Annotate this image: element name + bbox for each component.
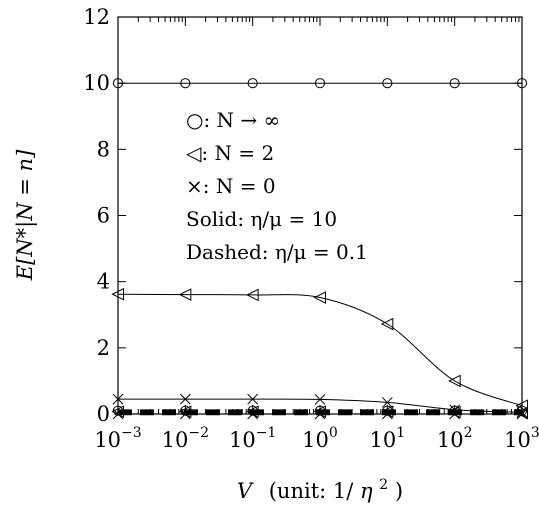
- data-point-cross: [112, 408, 124, 420]
- data-point-cross: [247, 393, 259, 405]
- data-point-circle: [382, 78, 393, 89]
- legend-entry: ◁: N = 2: [185, 141, 274, 165]
- data-point-triangle: [515, 406, 528, 420]
- legend-marker: ×: [186, 174, 203, 198]
- data-point-cross: [381, 408, 393, 420]
- y-tick-label: 10: [83, 71, 110, 95]
- data-point-cross: [314, 394, 326, 405]
- y-tick-label: 2: [97, 336, 110, 360]
- series-line-1: [117, 293, 523, 407]
- x-tick-label: 10−1: [229, 425, 276, 452]
- x-tick-label-base: 10: [370, 428, 397, 452]
- y-axis-label: E[N*|N = n]: [13, 149, 38, 281]
- x-tick-label-base: 10: [162, 428, 189, 452]
- x-tick-label-exp: −1: [256, 425, 277, 441]
- legend-entry: ○: N → ∞: [186, 108, 280, 132]
- legend-entry: Dashed: η/μ = 0.1: [186, 240, 368, 264]
- series-line-4: [117, 410, 523, 415]
- data-point-triangle: [178, 288, 192, 301]
- data-point-cross: [314, 408, 326, 420]
- x-tick-label-exp: 2: [464, 425, 473, 441]
- legend-entry: Solid: η/μ = 10: [186, 207, 337, 231]
- data-point-circle: [247, 78, 258, 89]
- x-axis-label-unit-var: η: [360, 479, 373, 503]
- x-axis-label-close: ): [395, 479, 403, 503]
- y-tick-labels: 0 2 4 6 8 10 12: [83, 5, 110, 426]
- y-tick-label: 8: [97, 137, 110, 161]
- x-tick-label: 103: [504, 425, 539, 452]
- data-point-cross: [247, 408, 259, 420]
- x-axis-label: V (unit: 1/ η 2 ): [237, 470, 403, 503]
- x-tick-label-base: 10: [302, 428, 329, 452]
- x-tick-label-exp: −3: [121, 425, 142, 441]
- data-point-circle: [449, 78, 460, 89]
- x-tick-label: 102: [437, 425, 473, 452]
- data-point-cross: [112, 393, 124, 405]
- data-point-circle: [314, 78, 326, 89]
- x-tick-label-base: 10: [94, 428, 121, 452]
- data-point-circle: [112, 78, 124, 89]
- x-tick-label: 10−3: [94, 425, 141, 452]
- data-point-circle: [516, 78, 528, 89]
- data-point-circle: [180, 78, 191, 89]
- x-tick-label: 101: [370, 425, 406, 452]
- x-tick-label-exp: 0: [329, 425, 338, 441]
- x-axis-label-unit-exp: 2: [379, 477, 388, 493]
- y-tick-label: 12: [83, 5, 110, 29]
- data-point-triangle: [515, 399, 528, 413]
- data-point-triangle: [448, 374, 461, 388]
- data-point-cross: [179, 393, 191, 405]
- x-tick-label-base: 10: [229, 428, 256, 452]
- data-point-cross: [179, 408, 191, 420]
- x-tick-label-exp: −2: [188, 425, 209, 441]
- x-tick-label: 100: [302, 425, 338, 452]
- data-point-cross: [449, 408, 461, 420]
- x-tick-label-exp: 3: [531, 425, 539, 441]
- y-tick-label: 0: [97, 402, 110, 426]
- x-tick-label-base: 10: [504, 428, 531, 452]
- legend-label: : N = 0: [203, 174, 276, 198]
- legend-entry: ×: N = 0: [186, 174, 276, 198]
- data-point-triangle: [246, 288, 259, 302]
- y-tick-label: 4: [97, 270, 110, 294]
- legend-label: : N → ∞: [203, 108, 280, 132]
- legend-label: Dashed: η/μ = 0.1: [186, 240, 368, 264]
- legend-label: Solid: η/μ = 10: [186, 207, 337, 231]
- data-point-triangle: [313, 291, 326, 304]
- legend-marker: ◁: [185, 141, 202, 165]
- legend-marker: ○: [186, 108, 203, 132]
- x-tick-label-exp: 1: [396, 425, 405, 441]
- data-point-triangle: [380, 317, 394, 331]
- data-point-triangle: [448, 405, 461, 419]
- x-tick-labels: 10−3 10−2 10−1 100 101 102 103: [94, 425, 539, 452]
- legend-label: : N = 2: [201, 141, 274, 165]
- x-axis-label-unit: (unit: 1/: [269, 479, 355, 503]
- x-tick-label: 10−2: [162, 425, 209, 452]
- x-tick-label-base: 10: [437, 428, 464, 452]
- x-axis-label-var: V: [237, 479, 254, 503]
- data-point-cross: [381, 397, 393, 408]
- y-tick-label: 6: [97, 204, 110, 228]
- data-point-cross: [516, 408, 528, 420]
- data-point-triangle: [111, 287, 124, 301]
- series-markers: [111, 78, 528, 420]
